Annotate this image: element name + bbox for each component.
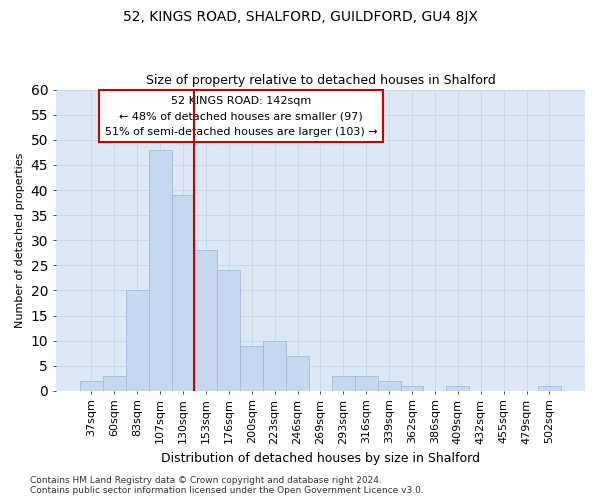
Bar (538, 386, 561, 391)
Bar (240, 346, 263, 391)
Text: 52, KINGS ROAD, SHALFORD, GUILDFORD, GU4 8JX: 52, KINGS ROAD, SHALFORD, GUILDFORD, GU4… (122, 10, 478, 24)
Bar (332, 376, 355, 391)
Bar (125, 290, 149, 391)
Bar (377, 381, 401, 391)
Bar (355, 376, 377, 391)
Bar (263, 340, 286, 391)
Text: 52 KINGS ROAD: 142sqm
← 48% of detached houses are smaller (97)
51% of semi-deta: 52 KINGS ROAD: 142sqm ← 48% of detached … (105, 96, 377, 137)
Bar (286, 356, 309, 391)
Bar (80, 381, 103, 391)
Bar (194, 250, 217, 391)
Y-axis label: Number of detached properties: Number of detached properties (15, 152, 25, 328)
Text: Contains HM Land Registry data © Crown copyright and database right 2024.
Contai: Contains HM Land Registry data © Crown c… (30, 476, 424, 495)
X-axis label: Distribution of detached houses by size in Shalford: Distribution of detached houses by size … (161, 452, 480, 465)
Bar (172, 195, 194, 391)
Title: Size of property relative to detached houses in Shalford: Size of property relative to detached ho… (146, 74, 495, 87)
Bar (103, 376, 125, 391)
Bar (217, 270, 240, 391)
Bar (149, 150, 172, 391)
Bar (401, 386, 424, 391)
Bar (446, 386, 469, 391)
